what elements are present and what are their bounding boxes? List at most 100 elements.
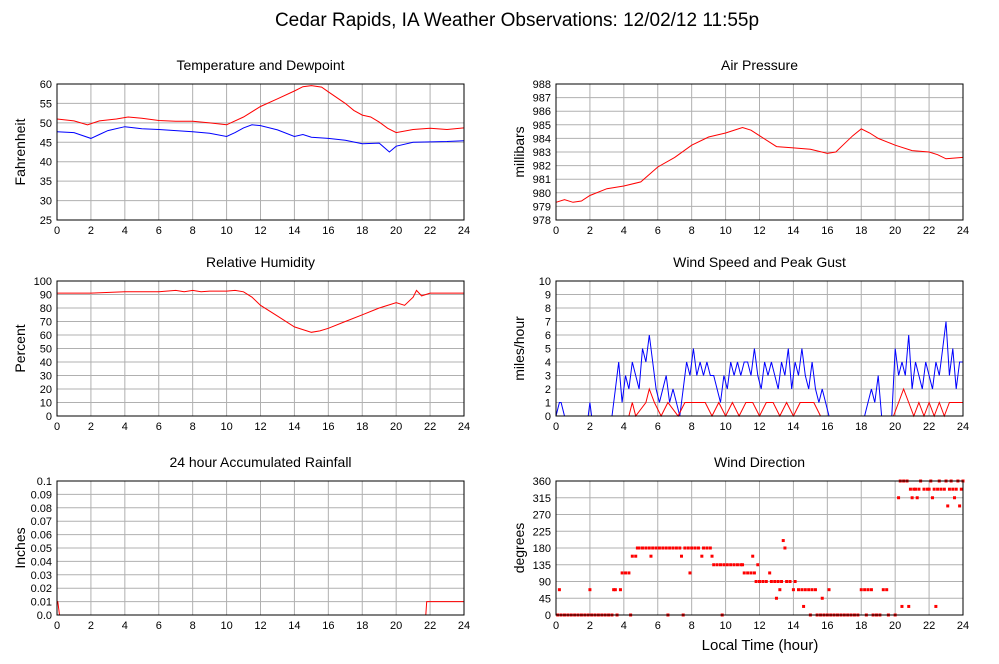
wind-chart-title: Wind Speed and Peak Gust: [673, 254, 846, 270]
humidity-y-tick-label: 30: [40, 371, 52, 383]
rainfall-x-tick-label: 16: [322, 620, 334, 632]
direction-point: [810, 588, 814, 592]
direction-point: [781, 539, 785, 543]
direction-x-tick-label: 20: [889, 620, 901, 632]
rainfall-x-tick-label: 4: [122, 620, 128, 632]
wind-x-tick-label: 22: [923, 421, 935, 433]
pressure-x-tick-label: 16: [821, 225, 833, 237]
pressure-y-tick-label: 988: [533, 79, 551, 91]
humidity-x-tick-label: 6: [156, 421, 162, 433]
direction-point: [718, 563, 722, 567]
pressure-y-tick-label: 979: [533, 201, 551, 213]
wind-x-tick-label: 24: [957, 421, 969, 433]
direction-point: [661, 546, 665, 550]
direction-point: [671, 546, 675, 550]
pressure-y-tick-label: 982: [533, 161, 551, 173]
direction-point: [951, 487, 955, 491]
direction-chart-title: Wind Direction: [714, 454, 805, 470]
direction-point: [651, 546, 655, 550]
direction-point: [764, 580, 768, 583]
direction-point: [635, 546, 639, 550]
temperature-x-tick-label: 22: [424, 225, 436, 237]
direction-point: [802, 604, 806, 608]
rainfall-x-tick-label: 8: [190, 620, 196, 632]
pressure-x-tick-label: 0: [553, 225, 559, 237]
humidity-x-tick-label: 20: [390, 421, 402, 433]
temperature-x-tick-label: 24: [458, 225, 470, 237]
temperature-x-tick-label: 16: [322, 225, 334, 237]
temperature-y-tick-label: 25: [40, 215, 52, 227]
rainfall-x-tick-label: 2: [88, 620, 94, 632]
pressure-x-tick-label: 8: [689, 225, 695, 237]
direction-point: [866, 588, 870, 592]
direction-point: [932, 487, 936, 491]
direction-point: [946, 504, 950, 508]
direction-y-tick-label: 45: [539, 593, 551, 605]
direction-x-tick-label: 22: [923, 620, 935, 632]
humidity-x-tick-label: 24: [458, 421, 470, 433]
temperature-y-tick-label: 35: [40, 176, 52, 188]
pressure-y-axis-label: millibars: [511, 126, 527, 177]
direction-point: [791, 588, 795, 592]
humidity-x-tick-label: 22: [424, 421, 436, 433]
wind-y-tick-label: 2: [545, 384, 551, 396]
direction-point: [654, 546, 658, 550]
wind-x-tick-label: 18: [855, 421, 867, 433]
rainfall-x-tick-label: 0: [54, 620, 60, 632]
direction-point: [869, 588, 873, 592]
direction-point: [803, 588, 807, 592]
wind-y-tick-label: 7: [545, 317, 551, 329]
direction-x-tick-label: 0: [553, 620, 559, 632]
direction-point: [758, 580, 761, 583]
direction-point: [674, 546, 678, 550]
rainfall-y-tick-label: 0.03: [31, 570, 52, 582]
wind-x-tick-label: 0: [553, 421, 559, 433]
direction-point: [885, 588, 889, 592]
direction-point: [696, 546, 700, 550]
direction-point: [752, 571, 756, 575]
humidity-y-tick-label: 70: [40, 317, 52, 329]
pressure-y-tick-label: 987: [533, 93, 551, 105]
direction-y-tick-label: 270: [533, 510, 551, 522]
direction-point: [634, 554, 638, 558]
pressure-x-tick-label: 6: [655, 225, 661, 237]
rainfall-x-tick-label: 10: [220, 620, 232, 632]
humidity-x-tick-label: 14: [288, 421, 300, 433]
humidity-x-tick-label: 0: [54, 421, 60, 433]
direction-point: [729, 563, 733, 567]
humidity-y-axis-label: Percent: [12, 324, 28, 372]
pressure-y-tick-label: 978: [533, 215, 551, 227]
direction-point: [807, 588, 811, 592]
direction-point: [735, 563, 739, 567]
direction-point: [780, 580, 784, 583]
direction-point: [907, 604, 911, 608]
wind-x-tick-label: 8: [689, 421, 695, 433]
humidity-chart-title: Relative Humidity: [206, 254, 315, 270]
direction-point: [914, 487, 918, 491]
direction-x-tick-label: 10: [719, 620, 731, 632]
pressure-y-tick-label: 983: [533, 147, 551, 159]
pressure-y-tick-label: 980: [533, 188, 551, 200]
direction-point: [800, 588, 804, 592]
pressure-x-tick-label: 4: [621, 225, 627, 237]
direction-point: [627, 571, 631, 575]
direction-point: [827, 588, 831, 592]
direction-point: [612, 588, 616, 592]
direction-point: [722, 563, 726, 567]
wind-y-tick-label: 3: [545, 371, 551, 383]
wind-y-tick-label: 9: [545, 290, 551, 302]
temperature-x-tick-label: 18: [356, 225, 368, 237]
rainfall-y-tick-label: 0.06: [31, 530, 52, 542]
temperature-x-tick-label: 20: [390, 225, 402, 237]
humidity-x-tick-label: 2: [88, 421, 94, 433]
direction-point: [939, 487, 943, 491]
wind-grid: [555, 280, 964, 417]
direction-point: [797, 588, 801, 592]
direction-x-tick-label: 2: [587, 620, 593, 632]
rainfall-y-tick-label: 0.07: [31, 516, 52, 528]
temperature-x-tick-label: 12: [254, 225, 266, 237]
wind-x-tick-label: 16: [821, 421, 833, 433]
direction-point: [708, 546, 712, 550]
direction-point: [686, 546, 690, 550]
